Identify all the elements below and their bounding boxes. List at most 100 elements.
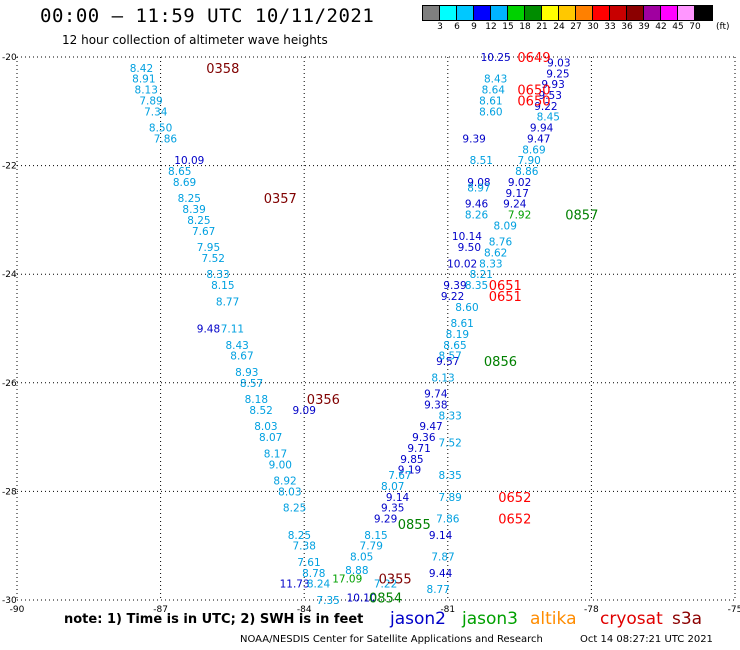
colorbar-unit: (ft)	[716, 22, 730, 32]
wave-height-value: 7.89	[438, 492, 461, 504]
colorbar-swatch	[474, 6, 491, 20]
wave-height-value: 9.93	[541, 79, 564, 91]
wave-height-value: 9.39	[443, 280, 466, 292]
pass-time-label: 0650	[517, 84, 550, 99]
wave-height-value: 7.61	[297, 557, 320, 569]
colorbar-label: 12	[485, 22, 497, 32]
colorbar-swatch	[440, 6, 457, 20]
colorbar	[422, 5, 713, 21]
wave-height-value: 8.78	[302, 568, 325, 580]
wave-height-value: 8.86	[515, 166, 539, 178]
colorbar-swatch	[508, 6, 525, 20]
x-tick-label: -78	[584, 605, 599, 615]
satellite-s3a: s3a	[672, 609, 703, 629]
wave-height-value: 9.22	[534, 101, 557, 113]
wave-height-value: 8.17	[264, 448, 287, 460]
wave-height-value: 7.38	[293, 541, 316, 553]
wave-height-value: 8.57	[438, 351, 461, 363]
wave-height-value: 8.65	[168, 166, 191, 178]
pass-time-label: 0855	[398, 518, 431, 533]
wave-height-value: 9.35	[381, 503, 404, 515]
wave-height-value: 8.51	[470, 155, 493, 167]
pass-time-label: 0649	[517, 51, 550, 66]
colorbar-label: 39	[638, 22, 650, 32]
colorbar-label: 45	[672, 22, 684, 32]
wave-height-value: 9.03	[547, 57, 570, 69]
colorbar-label: 6	[454, 22, 460, 32]
wave-height-value: 8.07	[259, 432, 282, 444]
wave-height-value: 8.97	[467, 182, 490, 194]
y-tick-label: -22	[2, 162, 17, 172]
wave-height-value: 8.43	[225, 340, 248, 352]
wave-height-value: 8.76	[489, 237, 513, 249]
wave-height-value: 8.60	[479, 106, 502, 118]
wave-height-value: 9.00	[269, 459, 292, 471]
wave-height-value: 8.19	[446, 329, 469, 341]
wave-height-value: 8.91	[132, 74, 155, 86]
wave-height-value: 8.25	[288, 530, 311, 542]
wave-height-value: 8.24	[307, 579, 331, 591]
x-tick-label: -87	[153, 605, 168, 615]
wave-height-value: 8.33	[206, 269, 229, 281]
wave-height-value: 17.09	[332, 573, 362, 585]
wave-height-value: 9.47	[419, 421, 442, 433]
wave-height-value: 8.25	[187, 215, 210, 227]
wave-height-value: 9.02	[508, 177, 531, 189]
wave-height-value: 9.71	[407, 443, 430, 455]
wave-height-value: 8.57	[240, 378, 263, 390]
wave-height-value: 8.39	[182, 204, 205, 216]
colorbar-swatch	[457, 6, 474, 20]
pass-time-label: 0856	[484, 355, 517, 370]
wave-height-value: 8.09	[494, 220, 517, 232]
wave-height-value: 7.86	[436, 514, 460, 526]
wave-height-value: 7.79	[360, 541, 383, 553]
colorbar-label: 33	[604, 22, 616, 32]
wave-height-value: 7.52	[202, 253, 225, 265]
wave-height-value: 8.77	[216, 296, 239, 308]
wave-height-value: 8.43	[484, 74, 507, 86]
wave-height-value: 9.24	[503, 199, 527, 211]
wave-height-value: 8.60	[455, 302, 478, 314]
wave-height-value: 9.85	[400, 454, 423, 466]
wave-height-value: 8.07	[381, 481, 404, 493]
wave-height-value: 9.50	[458, 242, 481, 254]
wave-height-value: 9.08	[467, 177, 490, 189]
wave-height-value: 9.36	[412, 432, 436, 444]
colorbar-label: 42	[655, 22, 667, 32]
wave-height-value: 8.33	[438, 410, 461, 422]
wave-height-value: 7.92	[508, 209, 531, 221]
colorbar-swatch	[661, 6, 678, 20]
wave-height-value: 7.90	[517, 155, 540, 167]
wave-height-value: 9.74	[424, 389, 448, 401]
wave-height-value: 8.65	[443, 340, 466, 352]
wave-height-value: 9.39	[462, 133, 485, 145]
colorbar-swatch	[610, 6, 627, 20]
wave-height-value: 9.94	[530, 123, 554, 135]
wave-height-value: 8.25	[283, 503, 306, 515]
wave-height-value: 7.11	[221, 324, 244, 336]
colorbar-label: 21	[536, 22, 548, 32]
wave-height-value: 9.29	[374, 514, 397, 526]
colorbar-swatch	[423, 6, 440, 20]
colorbar-label: 3	[437, 22, 443, 32]
pass-time-label: 0358	[206, 62, 239, 77]
wave-height-value: 9.19	[398, 465, 421, 477]
wave-height-value: 8.69	[522, 144, 545, 156]
wave-height-value: 8.64	[482, 85, 506, 97]
pass-time-label: 0356	[307, 393, 340, 408]
wave-height-value: 9.44	[429, 568, 453, 580]
pass-time-label: 0854	[369, 591, 402, 606]
wave-height-value: 9.57	[436, 356, 459, 368]
wave-height-value: 9.17	[506, 188, 529, 200]
wave-height-value: 11.73	[280, 579, 310, 591]
y-tick-label: -26	[2, 379, 17, 389]
wave-height-value: 8.42	[130, 63, 153, 75]
wave-height-value: 7.52	[438, 438, 461, 450]
x-tick-label: -81	[440, 605, 455, 615]
pass-time-label: 0651	[489, 279, 522, 294]
page-title: 00:00 – 11:59 UTC 10/11/2021	[40, 5, 375, 27]
satellite-jason2: jason2	[390, 609, 446, 629]
wave-height-value: 8.21	[470, 269, 493, 281]
wave-height-value: 7.22	[374, 579, 397, 591]
